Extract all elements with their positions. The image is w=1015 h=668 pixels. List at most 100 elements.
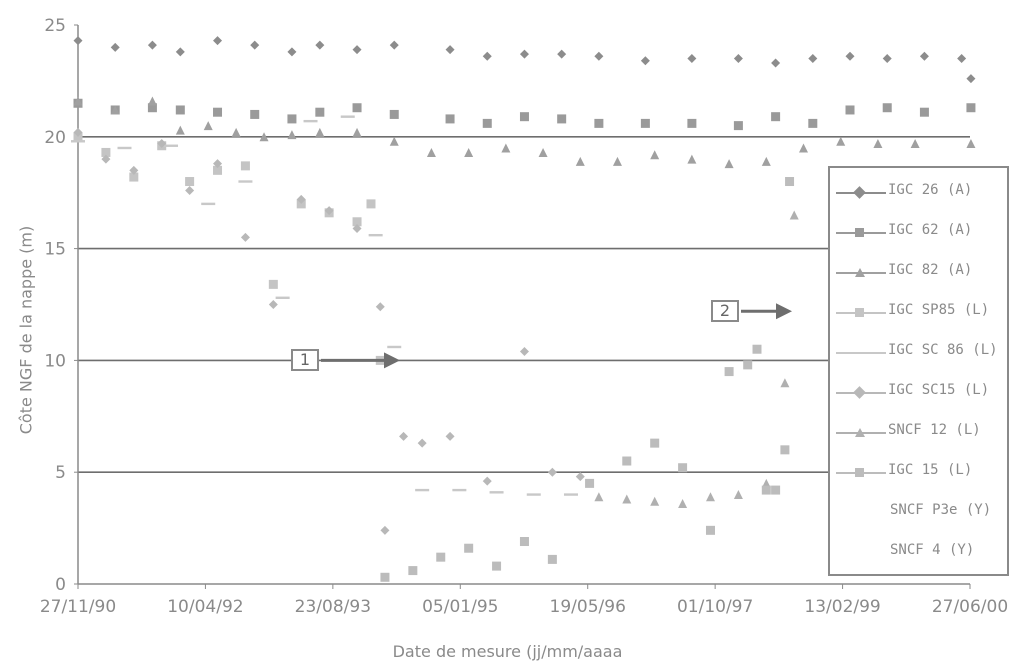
data-point — [575, 156, 585, 166]
data-point — [489, 491, 504, 494]
data-point — [836, 136, 846, 146]
data-point — [340, 115, 355, 118]
data-point — [687, 118, 697, 128]
legend-item: SNCF 12 (L) — [830, 414, 1007, 450]
legend-marker — [853, 386, 866, 399]
data-point — [73, 96, 83, 106]
data-point — [164, 144, 179, 147]
data-point — [557, 49, 567, 59]
data-point — [966, 103, 976, 113]
data-point — [761, 485, 771, 495]
annotation-arrow-2 — [741, 303, 792, 320]
data-point — [519, 49, 529, 59]
data-point — [213, 107, 223, 117]
legend-item: IGC 26 (A) — [830, 174, 1007, 210]
data-point — [743, 360, 753, 370]
data-point — [315, 40, 325, 50]
data-point — [585, 478, 595, 488]
data-point — [110, 42, 120, 52]
data-point — [259, 132, 269, 142]
legend-item: IGC 82 (A) — [830, 254, 1007, 290]
y-axis-label: Côte NGF de la nappe (m) — [16, 225, 36, 435]
data-point — [501, 143, 511, 153]
data-point — [315, 127, 325, 137]
data-point — [231, 127, 241, 137]
data-point — [687, 154, 697, 164]
data-point — [315, 107, 325, 117]
data-point — [650, 438, 660, 448]
data-point — [519, 112, 529, 122]
legend-item: IGC SP85 (L) — [830, 294, 1007, 330]
data-point — [250, 109, 260, 119]
gridlines — [78, 136, 970, 474]
y-tick-label: 15 — [44, 240, 66, 260]
x-tick-label: 19/05/96 — [550, 597, 626, 617]
data-point — [594, 118, 604, 128]
data-point — [157, 139, 167, 149]
data-point — [780, 445, 790, 455]
chart-legend: IGC 26 (A) IGC 62 (A) IGC 82 (A) IGC SP85 (… — [828, 166, 1009, 576]
data-point — [622, 494, 632, 504]
x-tick-label: 27/06/00 — [932, 597, 1008, 617]
data-point — [845, 105, 855, 115]
data-point — [919, 107, 929, 117]
data-point — [445, 114, 455, 124]
data-point — [594, 51, 604, 61]
data-point — [785, 177, 795, 187]
data-point — [213, 36, 223, 46]
x-tick-label: 27/11/90 — [40, 597, 116, 617]
x-tick-label: 10/04/92 — [167, 597, 243, 617]
legend-label: IGC SC 86 (L) — [888, 342, 998, 358]
data-point — [426, 147, 436, 157]
data-point — [324, 206, 334, 216]
arrow-head — [384, 352, 400, 369]
data-point — [640, 118, 650, 128]
data-point — [557, 114, 567, 124]
data-point — [110, 105, 120, 115]
data-point — [71, 140, 85, 143]
data-point — [213, 165, 223, 175]
data-point — [482, 118, 492, 128]
x-tick-label: 23/08/93 — [295, 597, 371, 617]
data-point — [399, 431, 409, 441]
x-tick-label: 13/02/99 — [804, 597, 880, 617]
legend-item: IGC SC 86 (L) — [830, 334, 1007, 370]
data-point — [650, 150, 660, 160]
annotation-arrows — [321, 303, 792, 369]
data-point — [73, 127, 83, 137]
legend-marker — [855, 468, 864, 477]
series-layer — [71, 36, 976, 582]
data-point — [873, 139, 883, 149]
data-point — [380, 572, 390, 582]
data-point — [780, 378, 790, 388]
legend-label: IGC 82 (A) — [888, 262, 973, 278]
data-point — [640, 56, 650, 66]
data-point — [352, 45, 362, 55]
x-tick-label: 05/01/95 — [422, 597, 498, 617]
data-point — [724, 159, 734, 169]
data-point — [175, 125, 185, 135]
data-point — [547, 467, 557, 477]
data-point — [389, 40, 399, 50]
data-point — [733, 121, 743, 131]
series-igc-sc15-l — [73, 127, 585, 535]
data-point — [408, 566, 418, 576]
data-point — [919, 51, 929, 61]
data-point — [368, 233, 383, 237]
data-point — [799, 143, 809, 153]
legend-item: IGC 62 (A) — [830, 214, 1007, 250]
data-point — [203, 121, 213, 131]
x-axis-label: Date de mesure (jj/mm/aaaa — [392, 642, 623, 661]
legend-label: IGC 62 (A) — [888, 222, 973, 238]
series-igc-15-l — [380, 177, 795, 582]
data-point — [845, 51, 855, 61]
data-point — [389, 136, 399, 146]
data-point — [287, 114, 297, 124]
data-point — [268, 279, 278, 289]
legend-marker — [853, 186, 866, 199]
legend-label: IGC SP85 (L) — [888, 302, 990, 318]
legend-label: SNCF 4 (Y) — [890, 542, 975, 558]
legend-label: IGC SC15 (L) — [888, 382, 990, 398]
data-point — [415, 488, 430, 492]
annotation-label-1: 1 — [291, 349, 319, 372]
